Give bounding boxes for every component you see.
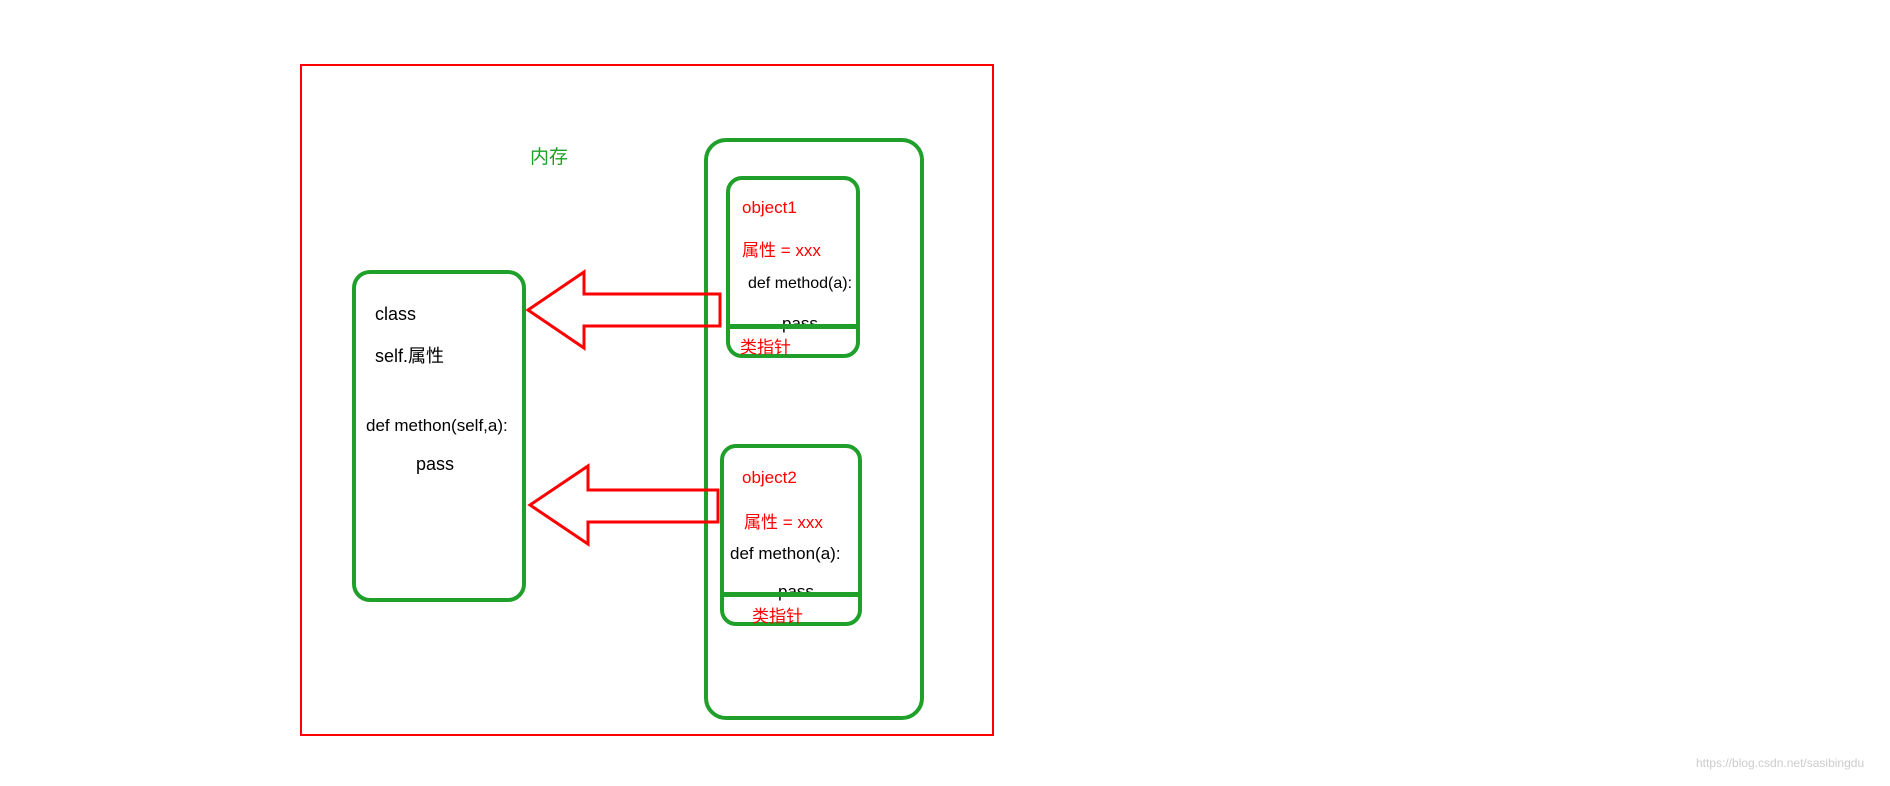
diagram-canvas: 内存 class self.属性 def methon(self,a): pas… <box>0 0 1890 786</box>
arrow-object2-to-class <box>0 0 1890 786</box>
watermark: https://blog.csdn.net/sasibingdu <box>1696 756 1864 770</box>
arrow2-shape <box>530 466 718 544</box>
